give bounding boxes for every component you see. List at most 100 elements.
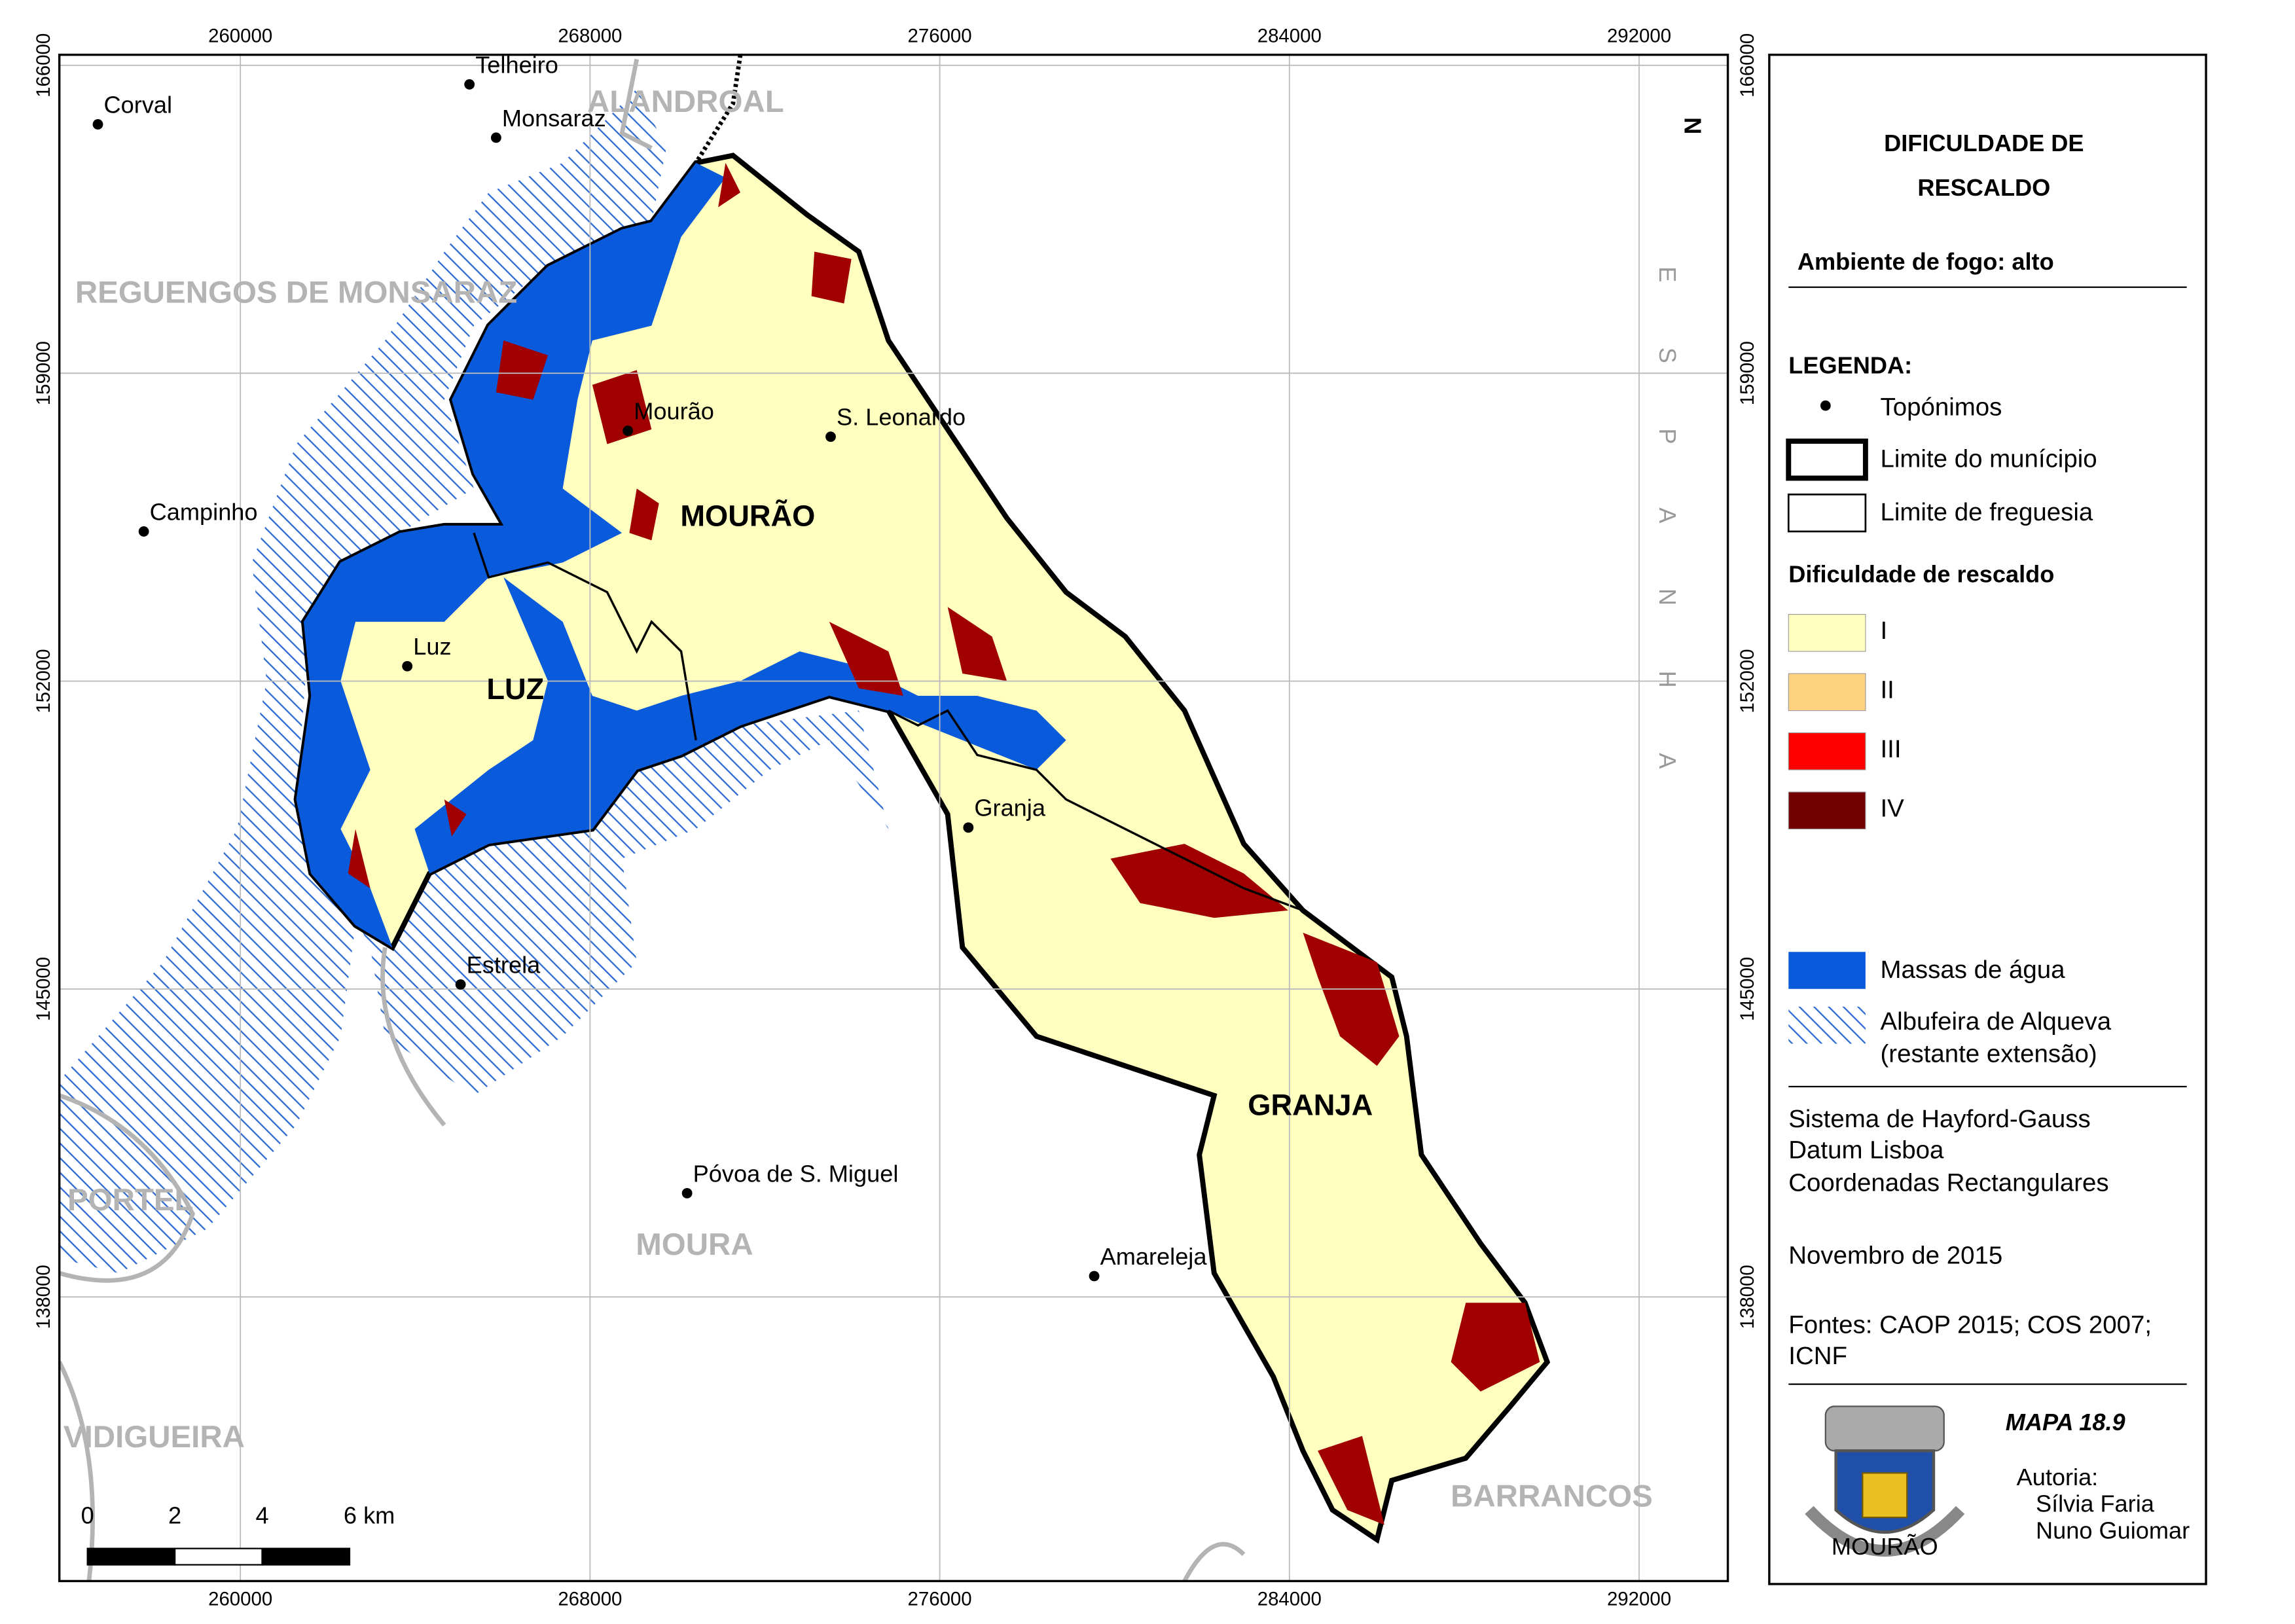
class-symbol xyxy=(1788,732,1866,770)
legend-heading: Dificuldade de rescaldo xyxy=(1788,560,2054,587)
place-dot xyxy=(138,526,149,537)
place-dot xyxy=(825,431,836,442)
legend-label: IV xyxy=(1881,794,1905,822)
water-area xyxy=(296,162,1066,948)
x-tick-label: 268000 xyxy=(558,25,622,46)
y-tick-label: 166000 xyxy=(1737,33,1758,98)
scale-label: 2 xyxy=(168,1502,181,1529)
place-dot xyxy=(623,425,634,437)
class-symbol xyxy=(1788,791,1866,830)
class-symbol xyxy=(1788,673,1866,712)
sources-text: Fontes: CAOP 2015; COS 2007; xyxy=(1788,1311,2152,1339)
municipality-label: PORTEL xyxy=(67,1183,194,1218)
y-tick-label: 145000 xyxy=(33,957,54,1021)
legend-heading: LEGENDA: xyxy=(1788,352,1912,378)
place-label: Estrela xyxy=(467,951,541,978)
reservoir-area xyxy=(59,88,889,1273)
legend-label: I xyxy=(1881,617,1888,645)
place-label: Monsaraz xyxy=(502,105,606,132)
municipality-label: BARRANCOS xyxy=(1451,1479,1653,1513)
place-dot xyxy=(402,660,413,672)
x-tick-label: 284000 xyxy=(1257,1589,1322,1610)
place-label: Campinho xyxy=(150,498,258,525)
legend-label: (restante extensão) xyxy=(1881,1040,2097,1068)
legend-label: II xyxy=(1881,676,1894,704)
panel-title: RESCALDO xyxy=(1917,174,2050,201)
north-arrow: N xyxy=(1679,117,1706,134)
place-dot xyxy=(681,1187,693,1199)
y-tick-label: 152000 xyxy=(33,649,54,713)
scale-segment xyxy=(173,1547,263,1566)
municipality-label: ALANDROAL xyxy=(587,84,784,119)
map-area xyxy=(59,54,1728,1581)
parish-limit xyxy=(473,532,1304,912)
y-tick-label: 138000 xyxy=(1737,1265,1758,1329)
parish-label: MOURÃO xyxy=(680,499,815,533)
municipality-symbol xyxy=(1786,439,1868,481)
municipality-label: REGUENGOS DE MONSARAZ xyxy=(75,276,517,310)
scale-label: 6 km xyxy=(344,1502,395,1529)
crest: MOURÃO xyxy=(1805,1405,1965,1560)
panel-subtitle: Ambiente de fogo: alto xyxy=(1798,248,2054,275)
place-label: S. Leonardo xyxy=(837,404,966,431)
author: Nuno Guiomar xyxy=(2036,1517,2190,1543)
river xyxy=(59,58,1246,1581)
y-tick-label: 166000 xyxy=(33,33,54,98)
x-tick-label: 260000 xyxy=(208,25,272,46)
place-dot xyxy=(92,119,103,130)
scale-label: 4 xyxy=(255,1502,268,1529)
place-label: Luz xyxy=(413,633,451,660)
place-label: Granja xyxy=(974,795,1045,821)
legend-label: III xyxy=(1881,735,1902,763)
legend-label: Topónimos xyxy=(1881,393,2002,421)
place-label: Corval xyxy=(104,91,173,118)
place-dot xyxy=(963,822,974,833)
municipality-label: MOURA xyxy=(636,1227,753,1262)
scale-label: 0 xyxy=(81,1502,94,1529)
place-dot xyxy=(455,979,466,990)
crest-label: MOURÃO xyxy=(1832,1533,1938,1560)
x-tick-label: 260000 xyxy=(208,1589,272,1610)
map-id: MAPA 18.9 xyxy=(2006,1409,2125,1435)
y-tick-label: 152000 xyxy=(1737,649,1758,713)
date-text: Novembro de 2015 xyxy=(1788,1241,2002,1269)
scale-segment xyxy=(261,1547,351,1566)
legend-label: Massas de água xyxy=(1881,956,2066,984)
x-tick-label: 292000 xyxy=(1607,25,1671,46)
place-dot xyxy=(464,79,475,90)
place-label: Telheiro xyxy=(475,51,558,78)
toponym-symbol xyxy=(1820,400,1831,411)
panel-title: DIFICULDADE DE xyxy=(1884,130,2084,156)
author: Sílvia Faria xyxy=(2036,1490,2155,1517)
water-symbol xyxy=(1788,952,1866,989)
place-label: Mourão xyxy=(634,398,714,425)
y-tick-label: 138000 xyxy=(33,1265,54,1329)
y-tick-label: 159000 xyxy=(33,341,54,405)
place-dot xyxy=(490,132,501,143)
projection-text: Sistema de Hayford-Gauss xyxy=(1788,1105,2090,1133)
y-tick-label: 159000 xyxy=(1737,341,1758,405)
border-line xyxy=(694,54,743,164)
parish-label: GRANJA xyxy=(1248,1089,1373,1122)
high-difficulty-area xyxy=(348,162,1540,1525)
projection-text: Datum Lisboa xyxy=(1788,1136,1944,1164)
place-label: Póvoa de S. Miguel xyxy=(693,1160,899,1187)
projection-text: Coordenadas Rectangulares xyxy=(1788,1168,2108,1197)
scale-segment xyxy=(86,1547,176,1566)
x-tick-label: 292000 xyxy=(1607,1589,1671,1610)
place-label: Amareleja xyxy=(1100,1243,1208,1270)
class-symbol xyxy=(1788,614,1866,652)
x-tick-label: 276000 xyxy=(908,1589,972,1610)
legend-label: Limite de freguesia xyxy=(1881,498,2093,526)
x-tick-label: 268000 xyxy=(558,1589,622,1610)
legend-label: Limite do munícipio xyxy=(1881,445,2097,473)
y-tick-label: 145000 xyxy=(1737,957,1758,1021)
x-tick-label: 276000 xyxy=(908,25,972,46)
legend-label: Albufeira de Alqueva xyxy=(1881,1007,2112,1036)
map-frame xyxy=(58,53,1729,1583)
sources-text: ICNF xyxy=(1788,1342,1847,1370)
parish-symbol xyxy=(1787,494,1867,533)
parish-label: LUZ xyxy=(486,672,544,706)
author-heading: Autoria: xyxy=(2017,1464,2099,1490)
